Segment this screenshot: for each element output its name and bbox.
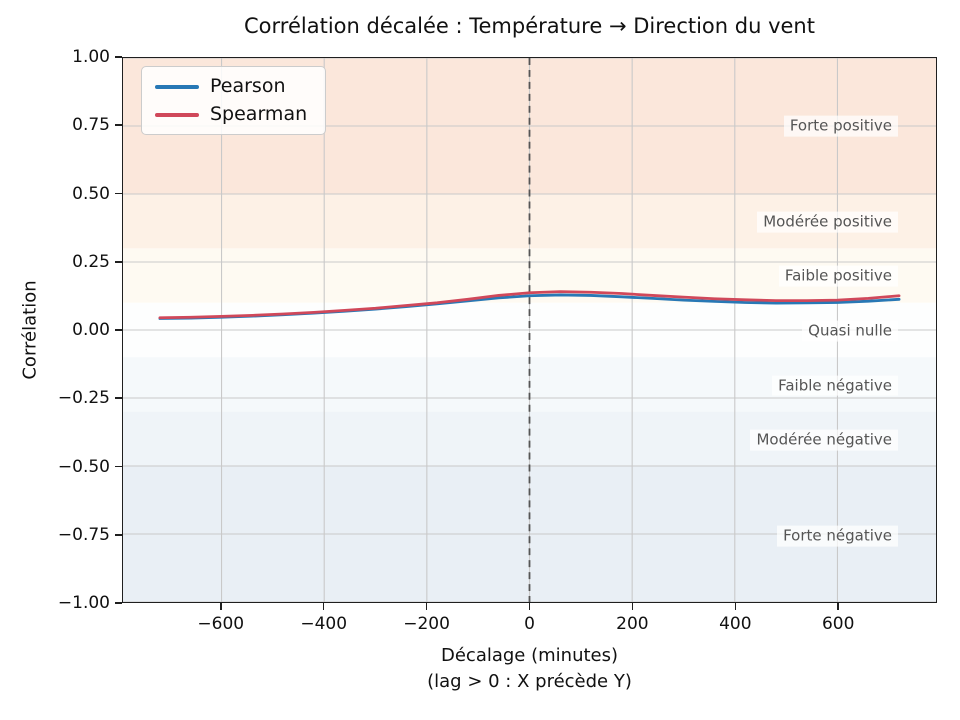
- legend-item-pearson: Pearson: [155, 77, 307, 96]
- zone-label-moderee-positive: Modérée positive: [757, 211, 898, 233]
- x-tick-label: 600: [821, 614, 855, 634]
- x-tick-mark: [837, 603, 839, 610]
- y-tick-label: −0.25: [57, 388, 110, 409]
- zone-label-moderee-negative: Modérée négative: [750, 429, 898, 451]
- zone-label-forte-negative: Forte négative: [777, 525, 898, 547]
- x-tick-mark: [631, 603, 634, 610]
- x-tick-mark: [734, 603, 737, 610]
- x-tick-label: 400: [719, 614, 752, 634]
- x-tick-mark: [219, 603, 222, 610]
- y-tick-label: 0.25: [72, 251, 110, 272]
- y-tick-label: 1.00: [72, 47, 110, 67]
- y-tick-label: 0.50: [72, 183, 110, 204]
- y-tick-mark: [115, 533, 122, 536]
- y-tick-label: −0.50: [57, 456, 110, 477]
- y-tick-mark: [115, 260, 122, 263]
- y-tick-mark: [115, 56, 122, 58]
- legend-label-pearson: Pearson: [210, 75, 286, 97]
- x-tick-label: 0: [524, 614, 535, 634]
- chart-title: Corrélation décalée : Température → Dire…: [244, 14, 815, 38]
- zone-label-forte-positive: Forte positive: [783, 115, 898, 137]
- y-tick-mark: [115, 192, 122, 195]
- pearson-line-swatch: [155, 84, 199, 89]
- spearman-line-swatch: [155, 112, 199, 117]
- legend-item-spearman: Spearman: [155, 105, 307, 124]
- x-tick-label: −600: [197, 614, 245, 634]
- x-tick-mark: [322, 603, 325, 610]
- y-tick-label: −1.00: [57, 593, 110, 613]
- x-axis-label-line2: (lag > 0 : X précède Y): [427, 671, 632, 692]
- x-tick-mark: [425, 603, 428, 610]
- zone-label-quasi-nulle: Quasi nulle: [802, 320, 898, 342]
- x-tick-label: 200: [616, 614, 649, 634]
- zone-label-faible-negative: Faible négative: [772, 375, 898, 396]
- y-tick-mark: [115, 465, 122, 468]
- zone-label-faible-positive: Faible positive: [778, 266, 898, 287]
- series-line-spearman: [158, 290, 901, 320]
- x-axis-label-line1: Décalage (minutes): [440, 645, 619, 666]
- y-tick-mark: [115, 602, 122, 604]
- legend: Pearson Spearman: [141, 66, 327, 135]
- y-tick-mark: [115, 397, 122, 400]
- x-tick-label: −200: [403, 614, 450, 634]
- y-tick-label: 0.75: [72, 115, 110, 136]
- plot-area: Forte positive Modérée positive Faible pos…: [122, 57, 937, 603]
- x-tick-label: −400: [300, 614, 348, 634]
- y-tick-mark: [115, 329, 122, 331]
- x-tick-mark: [528, 603, 531, 610]
- y-tick-label: −0.75: [57, 524, 110, 545]
- legend-label-spearman: Spearman: [210, 103, 308, 125]
- y-tick-label: 0.00: [72, 320, 110, 340]
- y-tick-mark: [115, 124, 122, 127]
